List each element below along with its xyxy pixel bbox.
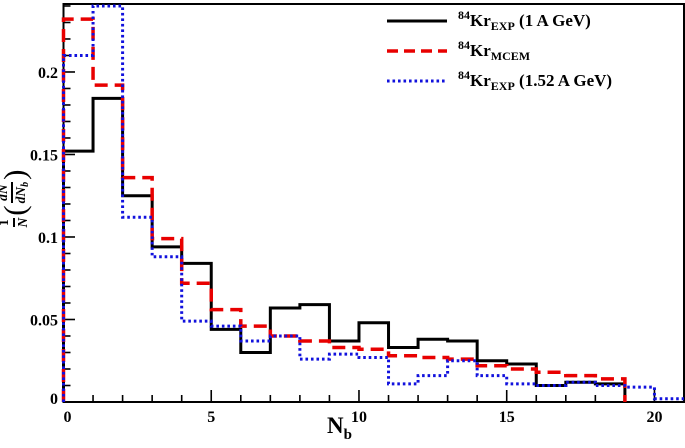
y-label-dN-text: dN bbox=[13, 186, 29, 204]
y-axis-label: 1 N ( dN dNb ) bbox=[0, 130, 32, 266]
x-axis-ticks: 0 5 10 15 20 bbox=[62, 390, 685, 426]
legend-item-0: 84KrEXP (1 A GeV) bbox=[360, 6, 682, 36]
y-label-numerator-1: 1 bbox=[0, 218, 12, 228]
y-axis-ticks: 0 0.05 0.1 0.15 0.2 bbox=[30, 5, 75, 408]
x-axis-label: Nb bbox=[327, 413, 352, 444]
legend-item-2: 84KrEXP (1.52 A GeV) bbox=[360, 66, 682, 96]
y-label-b-subscript: b bbox=[20, 181, 32, 187]
x-tick-label: 0 bbox=[64, 409, 72, 426]
x-tick-label: 15 bbox=[499, 409, 515, 426]
y-label-fraction-1-over-N: 1 N bbox=[0, 217, 31, 228]
series-1-dashed-histogram bbox=[61, 17, 627, 402]
series-0-solid-histogram bbox=[62, 96, 627, 402]
x-tick-label: 20 bbox=[646, 409, 662, 426]
legend: 84KrEXP (1 A GeV) 84KrMCEM 84KrEXP (1.52 A… bbox=[360, 6, 682, 96]
legend-label: 84KrMCEM bbox=[458, 38, 531, 63]
x-label-N: N bbox=[327, 413, 344, 438]
legend-label: 84KrEXP (1 A GeV) bbox=[458, 8, 591, 33]
y-label-fraction-dN-over-dNb: dN dNb bbox=[0, 181, 32, 204]
legend-line-sample-solid bbox=[387, 19, 447, 23]
y-tick-label: 0.15 bbox=[30, 147, 58, 164]
legend-line-sample-dashed bbox=[387, 49, 447, 53]
x-tick-label: 5 bbox=[207, 409, 215, 426]
legend-line-sample-dotted bbox=[387, 79, 447, 83]
series-2-dotted-histogram bbox=[62, 4, 684, 402]
close-paren: ) bbox=[0, 169, 32, 180]
open-paren: ( bbox=[0, 205, 32, 216]
y-label-denominator-dNb: dNb bbox=[13, 181, 32, 204]
x-tick-label: 10 bbox=[351, 409, 367, 426]
x-label-b-subscript: b bbox=[343, 427, 352, 443]
y-tick-label: 0.1 bbox=[38, 230, 58, 247]
y-tick-label: 0 bbox=[50, 391, 58, 408]
y-tick-label: 0.05 bbox=[30, 312, 58, 329]
y-label-numerator-dN: dN bbox=[0, 184, 10, 201]
legend-item-1: 84KrMCEM bbox=[360, 36, 682, 66]
y-label-denominator-N: N bbox=[15, 217, 30, 228]
y-tick-label: 0.2 bbox=[38, 65, 58, 82]
legend-label: 84KrEXP (1.52 A GeV) bbox=[458, 68, 613, 93]
